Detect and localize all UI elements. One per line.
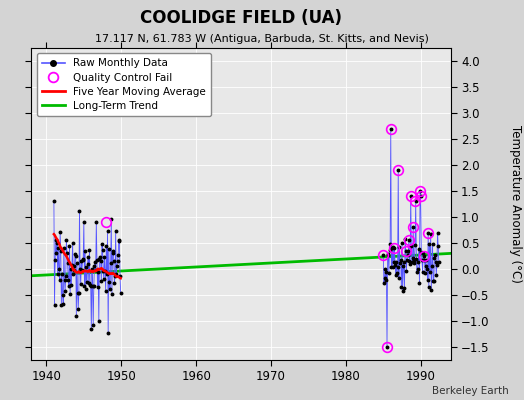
Text: Berkeley Earth: Berkeley Earth: [432, 386, 508, 396]
Title: COOLIDGE FIELD (UA): COOLIDGE FIELD (UA): [140, 9, 342, 27]
Text: 17.117 N, 61.783 W (Antigua, Barbuda, St. Kitts, and Nevis): 17.117 N, 61.783 W (Antigua, Barbuda, St…: [95, 34, 429, 44]
Y-axis label: Temperature Anomaly (°C): Temperature Anomaly (°C): [509, 125, 522, 283]
Legend: Raw Monthly Data, Quality Control Fail, Five Year Moving Average, Long-Term Tren: Raw Monthly Data, Quality Control Fail, …: [37, 53, 211, 116]
